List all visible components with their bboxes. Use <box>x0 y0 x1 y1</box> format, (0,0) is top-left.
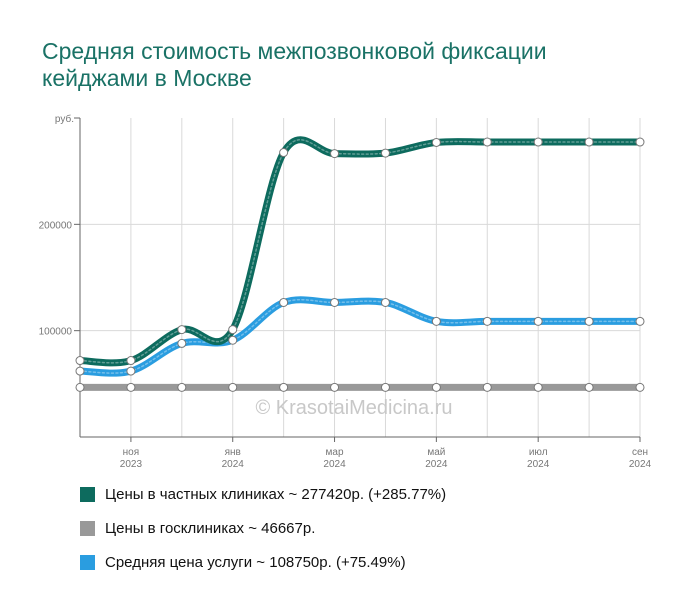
legend-label-private: Цены в частных клиниках ~ 277420р. (+285… <box>105 486 447 503</box>
data-point-private <box>75 356 85 366</box>
data-point-public <box>431 382 441 392</box>
data-point-public <box>228 382 238 392</box>
data-point-average <box>279 297 289 307</box>
x-tick-label-year: 2024 <box>629 459 652 470</box>
data-point-public <box>482 382 492 392</box>
data-point-private <box>380 148 390 158</box>
x-tick-label-month: сен <box>632 447 648 458</box>
data-point-average <box>228 335 238 345</box>
x-tick-label-month: ноя <box>123 447 140 458</box>
data-point-average <box>431 316 441 326</box>
data-point-private <box>177 325 187 335</box>
data-point-average <box>584 316 594 326</box>
series-line-texture-private <box>79 139 641 364</box>
data-point-average <box>635 316 645 326</box>
data-point-private <box>584 137 594 147</box>
y-axis-unit-label: руб. <box>55 113 74 125</box>
data-point-average <box>75 366 85 376</box>
data-point-average <box>380 297 390 307</box>
y-tick-label: 100000 <box>39 327 73 338</box>
x-tick-label-year: 2024 <box>425 459 448 470</box>
x-tick-label-year: 2024 <box>527 459 550 470</box>
x-tick-label-year: 2023 <box>120 459 143 470</box>
line-chart: © KrasotaiMedicina.ru 100000200000руб.но… <box>39 113 652 470</box>
legend-swatch-private <box>80 487 95 502</box>
data-point-private <box>482 137 492 147</box>
legend-label-average: Средняя цена услуги ~ 108750р. (+75.49%) <box>105 554 406 571</box>
x-tick-label-month: янв <box>225 447 241 458</box>
data-point-public <box>635 382 645 392</box>
axes: 100000200000руб.ноя2023янв2024мар2024май… <box>39 113 652 470</box>
data-point-public <box>177 382 187 392</box>
data-point-private <box>431 137 441 147</box>
data-points <box>75 137 645 392</box>
data-point-public <box>126 382 136 392</box>
x-tick-label-month: мар <box>326 447 344 458</box>
data-point-public <box>279 382 289 392</box>
series-line-private <box>76 136 644 367</box>
data-point-public <box>584 382 594 392</box>
x-tick-label-month: июл <box>529 447 548 458</box>
x-tick-label-year: 2024 <box>222 459 245 470</box>
legend-label-public: Цены в госклиниках ~ 46667р. <box>105 520 316 537</box>
data-point-public <box>75 382 85 392</box>
chart-title-line-1: Средняя стоимость межпозвонковой фиксаци… <box>42 38 547 64</box>
data-point-public <box>380 382 390 392</box>
data-point-private <box>228 325 238 335</box>
data-point-private <box>635 137 645 147</box>
data-point-private <box>126 356 136 366</box>
y-tick-label: 200000 <box>39 220 73 231</box>
watermark-text: © KrasotaiMedicina.ru <box>255 397 452 419</box>
legend-swatch-average <box>80 555 95 570</box>
chart-title-line-2: кейджами в Москве <box>42 65 252 91</box>
data-point-average <box>126 366 136 376</box>
data-point-average <box>177 338 187 348</box>
chart-title: Средняя стоимость межпозвонковой фиксаци… <box>42 38 662 92</box>
data-point-private <box>279 148 289 158</box>
data-point-average <box>330 297 340 307</box>
data-point-private <box>330 149 340 159</box>
data-point-average <box>533 316 543 326</box>
data-point-average <box>482 316 492 326</box>
data-point-private <box>533 137 543 147</box>
data-point-public <box>330 382 340 392</box>
data-point-public <box>533 382 543 392</box>
series-lines <box>76 136 644 391</box>
x-tick-label-month: май <box>427 447 445 458</box>
x-tick-label-year: 2024 <box>323 459 346 470</box>
legend-swatch-public <box>80 521 95 536</box>
